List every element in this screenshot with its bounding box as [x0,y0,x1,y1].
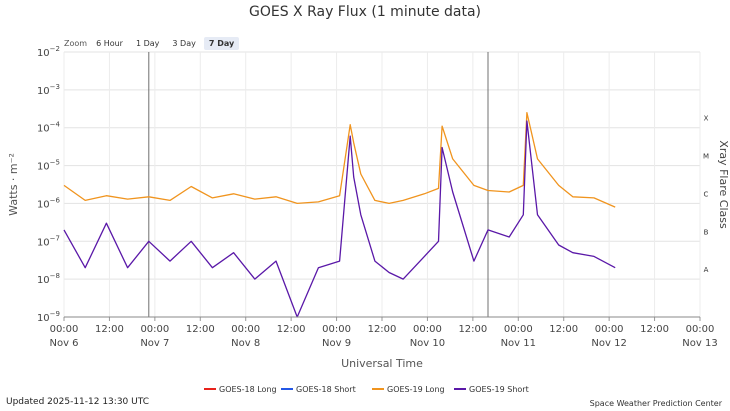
goes-19-short-line [63,120,616,318]
legend-goes-18-long-label[interactable]: GOES-18 Long [219,385,277,394]
y-tick-label: 10−8 [37,272,60,286]
flare-class-label: B [704,228,709,236]
flare-class-label: M [703,153,709,161]
x-tick-date-label: Nov 9 [322,338,351,349]
flare-class-label: C [704,190,709,198]
x-axis-title: Universal Time [341,357,423,370]
zoom-label: Zoom [64,39,88,48]
zoom-controls: Zoom 6 Hour 1 Day 3 Day 7 Day [64,36,242,51]
x-tick-time-label: 12:00 [549,324,578,335]
x-tick-date-label: Nov 13 [682,338,717,349]
x-tick-time-label: 12:00 [95,324,124,335]
x-tick-time-label: 00:00 [504,324,533,335]
x-tick-time-label: 12:00 [186,324,215,335]
goes-19-long-line [63,111,616,208]
x-tick-date-label: Nov 7 [140,338,169,349]
zoom-1-day-button[interactable]: 1 Day [135,39,160,48]
zoom-3-day-button[interactable]: 3 Day [172,39,196,48]
y-tick-label: 10−9 [37,310,60,324]
y-tick-label: 10−5 [37,159,60,173]
credit-text: Space Weather Prediction Center [589,399,722,408]
y-tick-label: 10−6 [37,196,61,210]
x-tick-time-label: 00:00 [231,324,260,335]
x-tick-time-label: 12:00 [640,324,669,335]
legend-goes-18-short-label[interactable]: GOES-18 Short [296,385,356,394]
x-tick-time-label: 00:00 [686,324,715,335]
y2-axis-title: Xray Flare Class [717,140,730,229]
y-tick-label: 10−2 [37,45,60,59]
y-tick-label: 10−4 [37,121,61,135]
updated-timestamp: Updated 2025-11-12 13:30 UTC [6,397,149,407]
legend-goes-19-long-label[interactable]: GOES-19 Long [387,385,445,394]
x-tick-time-label: 00:00 [413,324,442,335]
x-tick-time-label: 00:00 [595,324,624,335]
flare-class-label: A [704,266,709,274]
y-axis-title: Watts · m⁻² [7,153,20,216]
chart-title: GOES X Ray Flux (1 minute data) [248,4,482,20]
y-tick-label: 10−3 [37,83,60,97]
x-tick-date-label: Nov 10 [410,338,445,349]
x-tick-time-label: 12:00 [368,324,397,335]
zoom-6-hour-button[interactable]: 6 Hour [96,39,123,48]
x-tick-time-label: 00:00 [50,324,79,335]
x-tick-time-label: 12:00 [458,324,487,335]
zoom-7-day-button[interactable]: 7 Day [203,37,240,50]
x-tick-date-label: Nov 8 [231,338,260,349]
x-tick-date-label: Nov 11 [501,338,536,349]
x-tick-time-label: 12:00 [277,324,306,335]
x-tick-date-label: Nov 12 [591,338,626,349]
y-tick-label: 10−7 [37,234,60,248]
x-tick-time-label: 00:00 [140,324,169,335]
flare-class-label: X [704,115,709,123]
x-tick-date-label: Nov 6 [49,338,78,349]
legend-goes-19-short-label[interactable]: GOES-19 Short [469,385,529,394]
x-tick-time-label: 00:00 [322,324,351,335]
